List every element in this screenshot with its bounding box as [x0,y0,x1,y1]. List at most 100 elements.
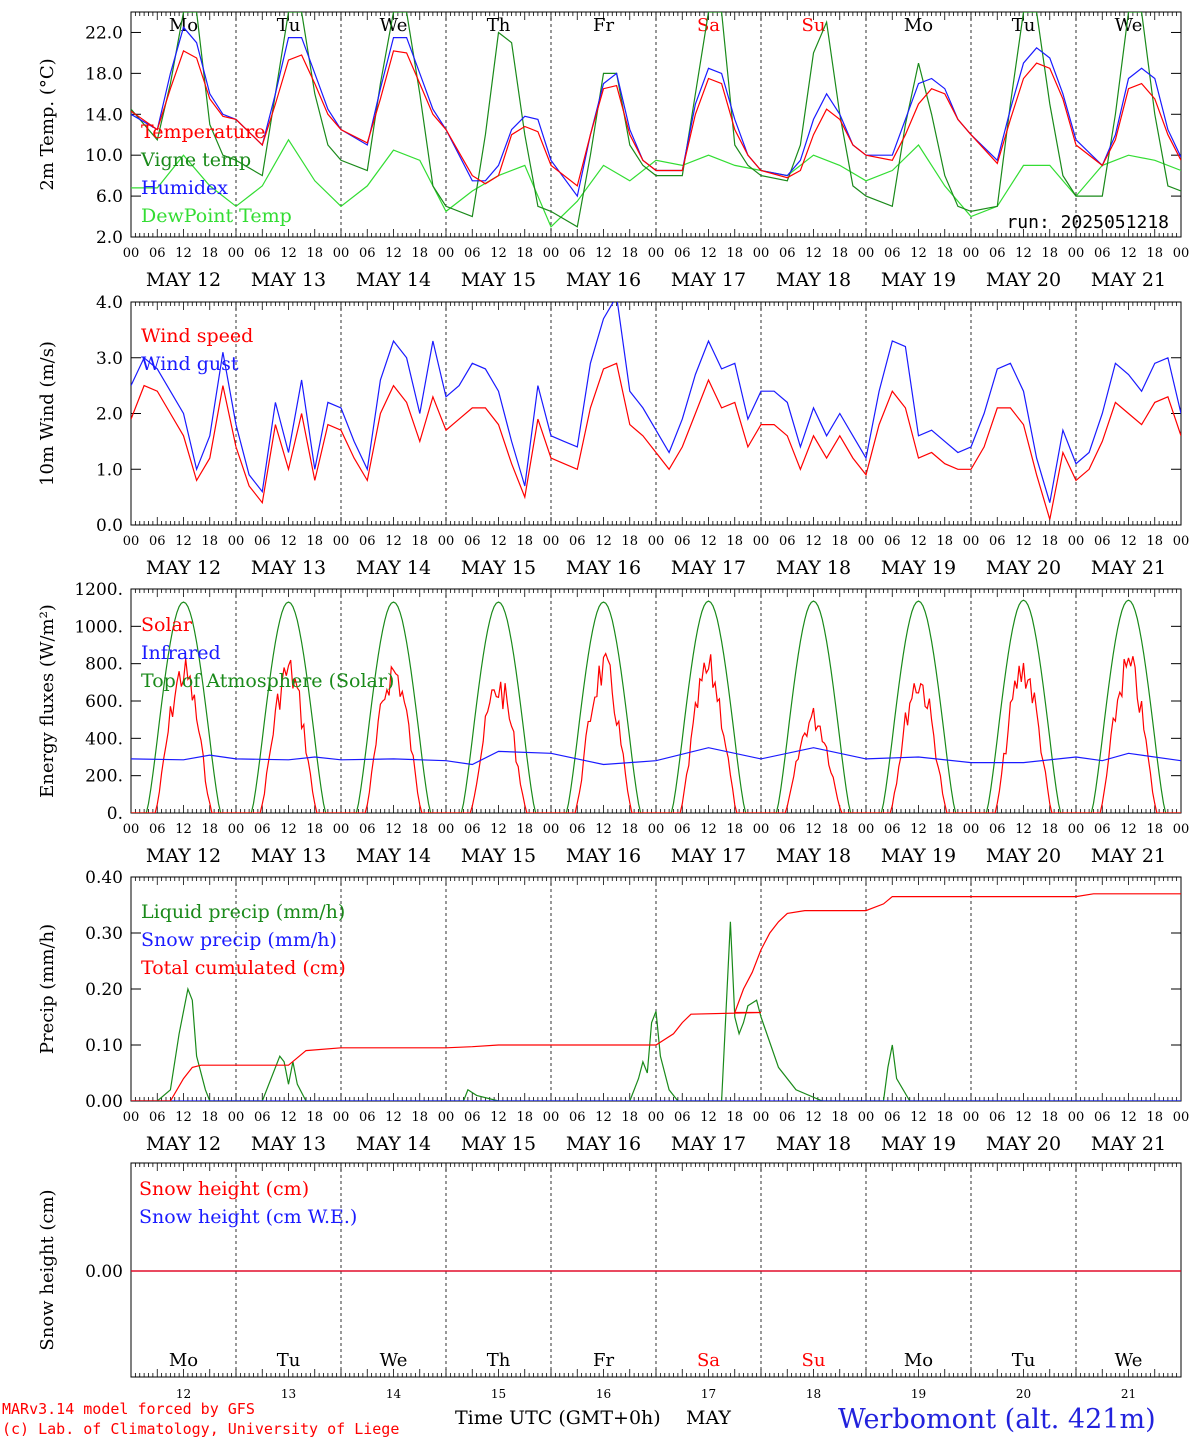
legend-entry: Total cumulated (cm) [141,957,346,979]
day-number-label: 15 [491,1387,506,1401]
x-hour-label: 06 [149,534,166,549]
legend-entry: Humidex [141,177,228,199]
x-hour-label: 18 [831,822,848,837]
y-tick-label: 600. [85,692,123,712]
x-hour-label: 06 [464,246,481,261]
x-date-label: MAY 17 [671,845,746,867]
x-hour-label: 00 [123,1110,140,1125]
x-hour-label: 06 [779,1110,796,1125]
y-tick-label: 18.0 [85,64,123,84]
panel-snow: Snow height (cm) 0.00 Mo 12 Tu 13 We 14 Th 15 Fr 16… [37,1162,1182,1401]
x-hour-label: 18 [1041,534,1058,549]
x-hour-label: 12 [280,822,297,837]
x-date-label: MAY 21 [1091,269,1166,291]
x-date-label: MAY 15 [461,557,536,579]
day-abbr-label: Fr [593,1350,614,1371]
x-hour-label: 06 [989,822,1006,837]
x-hour-label: 00 [228,822,245,837]
x-hour-label: 00 [543,534,560,549]
series-line-solar [131,652,1181,813]
x-hour-label: 06 [989,246,1006,261]
legend-entry: Infrared [141,642,221,664]
legend-entry: Wind speed [141,325,253,347]
x-date-label: MAY 17 [671,557,746,579]
x-hour-label: 12 [280,534,297,549]
x-hour-label: 06 [149,822,166,837]
x-hour-label: 06 [254,822,271,837]
x-hour-label: 18 [936,534,953,549]
x-hour-label: 06 [569,822,586,837]
panel-temperature: 2m Temp. (°C) 2.0 6.0 10.0 14.0 18.0 22.0 00 06 1… [37,11,1189,291]
x-hour-label: 00 [543,822,560,837]
x-hour-label: 12 [595,1110,612,1125]
y-tick-label: 0.10 [85,1036,123,1056]
day-abbr-label: We [1115,15,1143,36]
series-line-infrared [131,747,1181,766]
x-hour-label: 18 [306,246,323,261]
x-date-label: MAY 20 [986,1133,1061,1155]
x-hour-label: 00 [1068,822,1085,837]
day-abbr-label: Th [487,15,511,36]
x-date-label: MAY 20 [986,557,1061,579]
x-hour-label: 18 [1146,1110,1163,1125]
x-hour-label: 18 [831,246,848,261]
x-hour-label: 00 [858,246,875,261]
day-abbr-label: Tu [1012,15,1036,36]
x-hour-label: 06 [149,1110,166,1125]
x-hour-label: 00 [648,246,665,261]
plot-frame [130,301,1182,526]
legend-entry: Top of Atmosphere (Solar) [141,670,394,692]
x-hour-label: 18 [726,1110,743,1125]
x-hour-label: 06 [884,246,901,261]
x-hour-label: 00 [333,822,350,837]
x-date-label: MAY 21 [1091,557,1166,579]
x-hour-label: 00 [228,534,245,549]
x-hour-label: 00 [438,1110,455,1125]
x-hour-label: 00 [753,534,770,549]
series-line-liquid-precip-mm-h [131,921,1181,1101]
x-hour-label: 06 [254,1110,271,1125]
x-hour-label: 00 [543,246,560,261]
x-hour-label: 18 [831,1110,848,1125]
x-hour-label: 18 [726,822,743,837]
panel-wind: 10m Wind (m/s) 0.0 1.0 2.0 3.0 4.0 00 06 12 18 MAY… [37,293,1189,579]
day-number-label: 19 [911,1387,926,1401]
x-hour-label: 06 [569,534,586,549]
x-hour-label: 06 [359,822,376,837]
x-hour-label: 12 [280,246,297,261]
legend-entry: Snow precip (mm/h) [141,929,337,951]
x-hour-label: 12 [700,822,717,837]
x-date-label: MAY 12 [146,1133,221,1155]
day-abbr-label: Tu [277,15,301,36]
y-tick-label: 2.0 [96,228,123,248]
day-number-label: 14 [386,1387,402,1401]
x-hour-label: 12 [490,534,507,549]
footer-model-line: MARv3.14 model forced by GFS [2,1400,255,1418]
x-hour-label: 06 [779,534,796,549]
day-number-label: 17 [701,1387,716,1401]
legend-entry: DewPoint Temp [141,205,292,227]
x-hour-label: 00 [1173,1110,1190,1125]
x-date-label: MAY 18 [776,269,851,291]
y-axis-label: Snow height (cm) [37,1189,58,1350]
x-hour-label: 06 [674,1110,691,1125]
x-date-label: MAY 14 [356,557,431,579]
legend-entry: Wind gust [141,353,239,375]
x-hour-label: 00 [648,822,665,837]
x-date-label: MAY 21 [1091,845,1166,867]
x-hour-label: 00 [648,534,665,549]
x-hour-label: 00 [438,822,455,837]
x-hour-label: 00 [438,246,455,261]
x-hour-label: 00 [1068,246,1085,261]
x-hour-label: 18 [411,822,428,837]
x-hour-label: 18 [201,1110,218,1125]
x-hour-label: 12 [385,1110,402,1125]
x-hour-label: 06 [359,534,376,549]
x-hour-label: 00 [753,246,770,261]
x-hour-label: 00 [648,1110,665,1125]
x-hour-label: 18 [1146,822,1163,837]
x-hour-label: 18 [201,822,218,837]
x-axis-title: Time UTC (GMT+0h) [455,1407,661,1429]
footer-lab-line: (c) Lab. of Climatology, University of L… [2,1420,399,1438]
x-hour-label: 12 [490,246,507,261]
